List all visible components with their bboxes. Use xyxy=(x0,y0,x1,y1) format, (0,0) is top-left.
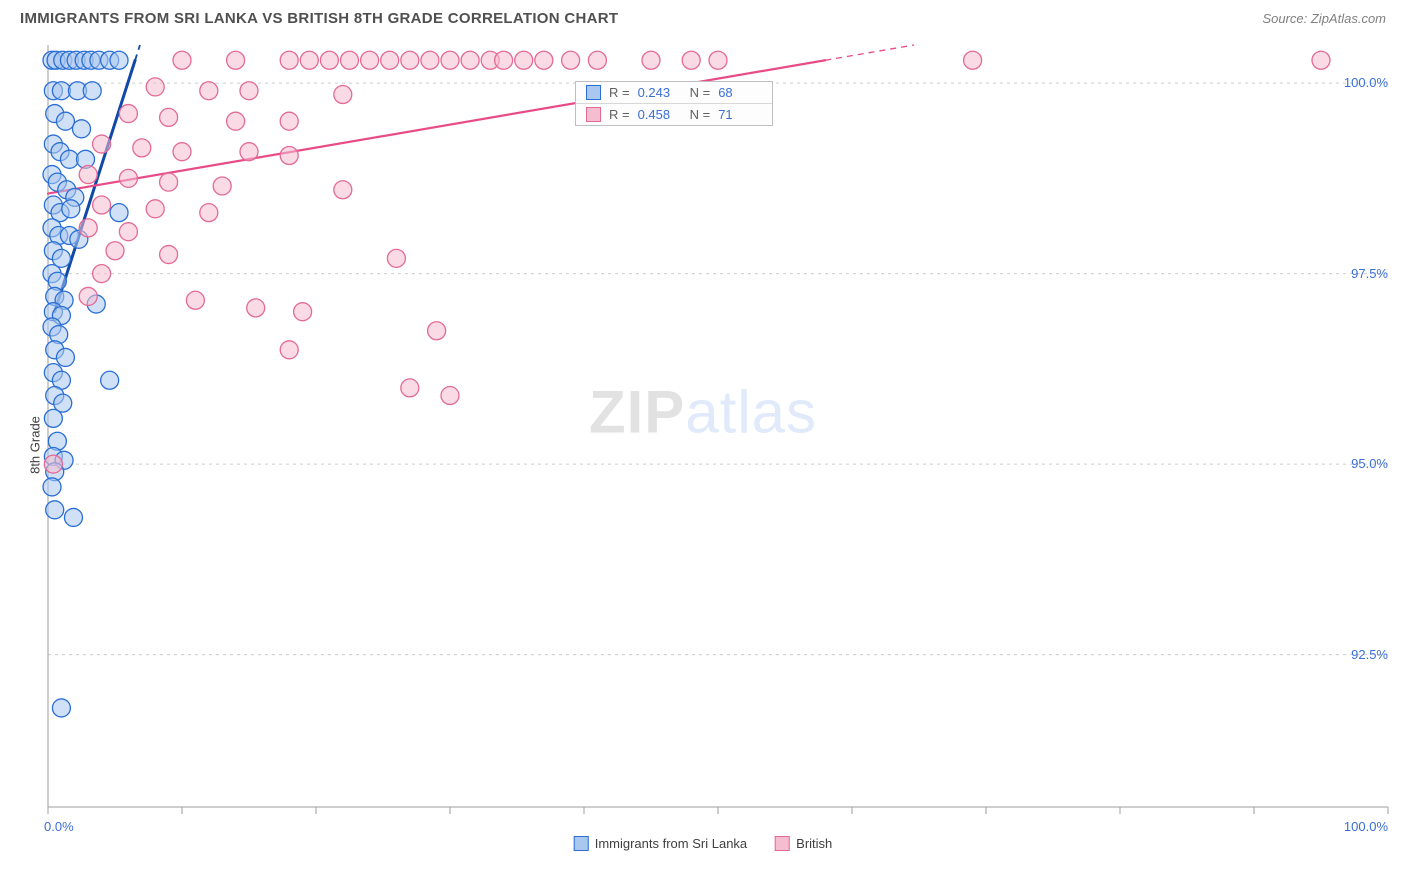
stat-n-label: N = xyxy=(690,107,711,122)
legend-label: British xyxy=(796,836,832,851)
legend-swatch xyxy=(775,836,790,851)
x-tick-label: 0.0% xyxy=(44,819,74,834)
x-tick-label: 100.0% xyxy=(1344,819,1388,834)
stat-r-label: R = xyxy=(609,107,630,122)
stat-n-value: 68 xyxy=(718,85,762,100)
legend-swatch xyxy=(574,836,589,851)
stats-row: R = 0.243 N = 68 xyxy=(576,82,772,104)
legend: Immigrants from Sri Lanka British xyxy=(574,836,833,851)
stat-r-value: 0.458 xyxy=(638,107,682,122)
stat-n-value: 71 xyxy=(718,107,762,122)
legend-item: Immigrants from Sri Lanka xyxy=(574,836,747,851)
legend-label: Immigrants from Sri Lanka xyxy=(595,836,747,851)
stat-r-label: R = xyxy=(609,85,630,100)
source-label: Source: ZipAtlas.com xyxy=(1262,11,1386,26)
scatter-plot xyxy=(0,35,1406,855)
stats-row: R = 0.458 N = 71 xyxy=(576,104,772,125)
chart-area: 8th Grade ZIPatlas 92.5%95.0%97.5%100.0%… xyxy=(0,35,1406,855)
stats-swatch xyxy=(586,85,601,100)
stat-r-value: 0.243 xyxy=(638,85,682,100)
legend-item: British xyxy=(775,836,832,851)
y-tick-label: 97.5% xyxy=(1351,266,1388,281)
stat-n-label: N = xyxy=(690,85,711,100)
y-tick-label: 100.0% xyxy=(1344,75,1388,90)
y-axis-label: 8th Grade xyxy=(27,416,42,474)
stats-box: R = 0.243 N = 68 R = 0.458 N = 71 xyxy=(575,81,773,126)
y-tick-label: 92.5% xyxy=(1351,647,1388,662)
y-tick-label: 95.0% xyxy=(1351,456,1388,471)
chart-title: IMMIGRANTS FROM SRI LANKA VS BRITISH 8TH… xyxy=(20,10,618,27)
stats-swatch xyxy=(586,107,601,122)
